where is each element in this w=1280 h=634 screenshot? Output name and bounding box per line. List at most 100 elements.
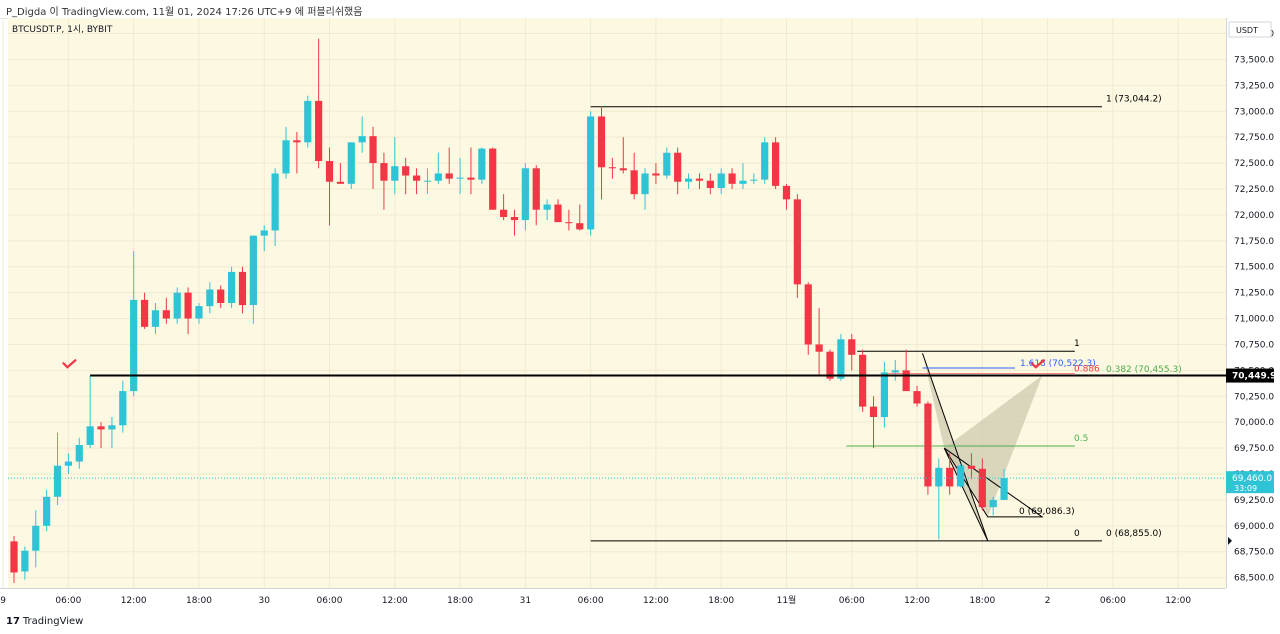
candle-body — [532, 168, 540, 210]
time-axis-bg — [0, 588, 1280, 612]
support-price-label: 70,449.9 — [1232, 372, 1276, 382]
time-tick-label: 31 — [520, 596, 531, 606]
price-tick-label: 72,500.0 — [1234, 159, 1274, 169]
candle-body — [162, 310, 170, 319]
time-tick-label: 2 — [1045, 596, 1051, 606]
candle-body — [228, 271, 236, 303]
candle-body — [140, 299, 149, 327]
candle-body — [260, 230, 268, 236]
candle-body — [53, 465, 62, 497]
pattern-line — [922, 353, 989, 542]
candle-body — [391, 166, 399, 181]
candle-body — [630, 170, 638, 195]
candle-body — [184, 292, 192, 319]
pattern-line — [943, 447, 989, 542]
candle-body — [750, 179, 758, 181]
current-price-tag[interactable] — [1226, 471, 1274, 494]
price-tick-label: 73,000.0 — [1234, 107, 1274, 117]
fib-label-0.382: 0.382 (70,455.3) — [1106, 365, 1182, 375]
candle-body — [815, 344, 823, 352]
symbol-label[interactable]: BTCUSDT.P, 1시, BYBIT — [12, 24, 113, 35]
candle-body — [510, 216, 519, 221]
price-tick-label: 71,000.0 — [1234, 315, 1274, 325]
time-tick-label: 12:00 — [643, 596, 669, 606]
time-tick-label: 11월 — [777, 594, 797, 606]
candle-body — [347, 142, 355, 184]
candle-body — [445, 173, 453, 179]
price-tick-label: 68,750.0 — [1234, 548, 1274, 558]
time-tick-label: 9 — [0, 596, 6, 606]
candle-body — [891, 370, 899, 373]
candle-body — [217, 289, 225, 303]
candle-body — [423, 180, 432, 182]
candle-body — [869, 406, 878, 417]
candle-body — [304, 100, 312, 143]
price-tick-label: 68,500.0 — [1234, 574, 1274, 584]
candle-body — [358, 136, 366, 143]
candle-body — [402, 166, 410, 176]
check-mark-icon — [62, 359, 77, 369]
candle-body — [315, 100, 323, 162]
candle-body — [717, 173, 725, 188]
candle-body — [576, 223, 584, 230]
candle-body — [565, 222, 573, 224]
candle-body — [43, 496, 51, 526]
candle-body — [695, 178, 704, 181]
candle-body — [151, 310, 160, 327]
support-price-tag[interactable] — [1226, 368, 1274, 383]
tradingview-logo-icon: 17 — [6, 616, 20, 627]
time-tick-label: 06:00 — [55, 596, 81, 606]
price-tick-label: 69,250.0 — [1234, 496, 1274, 506]
candle-body — [64, 461, 72, 466]
candle-body — [793, 199, 801, 285]
candle-body — [880, 372, 888, 417]
candle-body — [946, 467, 954, 487]
candlestick-chart[interactable]: 1 (73,044.2) 0 0 (68,855.0) 0.5 0.382 (70,45… — [0, 18, 1280, 612]
candle-body — [978, 468, 986, 508]
candle-body — [1000, 478, 1008, 500]
publish-caption: P_Digda 이 TradingView.com, 11월 01, 2024 … — [6, 7, 363, 18]
candle-body — [706, 180, 714, 188]
time-tick-label: 18:00 — [969, 596, 995, 606]
time-tick-label: 06:00 — [1100, 596, 1126, 606]
candle-body — [478, 148, 486, 180]
candle-body — [21, 550, 29, 572]
time-tick-label: 12:00 — [121, 596, 147, 606]
fib-retracement[interactable]: 1 (73,044.2) 0 0 (68,855.0) 0.5 0.382 (70,45… — [590, 95, 1182, 542]
candle-body — [587, 116, 595, 230]
candle-body — [935, 467, 943, 487]
time-axis[interactable]: 9 06:00 12:00 18:00 30 06:00 12:00 18:00 31 06:00… — [0, 588, 1280, 612]
candle-body — [119, 391, 127, 426]
currency-label[interactable]: USDT — [1236, 26, 1258, 35]
gridlines — [2, 18, 1226, 588]
candle-body — [500, 209, 508, 217]
price-tick-label: 70,000.0 — [1234, 418, 1274, 428]
candle-body — [739, 180, 747, 184]
candle-body — [489, 148, 497, 210]
candle-body — [989, 499, 997, 508]
candle-body — [412, 175, 421, 181]
fib2-label-1.618: 1.618 (70,522.3) — [1020, 359, 1096, 369]
time-tick-label: 06:00 — [317, 596, 343, 606]
price-tick-label: 69,750.0 — [1234, 444, 1274, 454]
time-tick-label: 18:00 — [447, 596, 473, 606]
publish-caption-bar: P_Digda 이 TradingView.com, 11월 01, 2024 … — [0, 0, 1280, 19]
price-tick-label: 72,750.0 — [1234, 133, 1274, 143]
price-marker-icon — [1228, 536, 1232, 545]
candle-body — [75, 444, 83, 462]
tradingview-brand: TradingView — [22, 616, 84, 627]
candle-body — [956, 465, 965, 487]
candle-body — [913, 391, 921, 404]
candle-body — [782, 185, 791, 200]
price-axis[interactable]: 73,750.073,500.073,250.073,000.072,750.0… — [1226, 18, 1280, 588]
currency-button[interactable]: USDT — [1228, 21, 1272, 38]
candle-body — [86, 426, 94, 445]
candle-body — [761, 142, 769, 180]
price-lines[interactable] — [8, 374, 1226, 479]
candle-body — [369, 136, 377, 164]
price-tick-label: 69,000.0 — [1234, 522, 1274, 532]
tradingview-logo[interactable]: 17 TradingView — [6, 616, 83, 627]
price-tick-label: 73,250.0 — [1234, 81, 1274, 91]
candle-body — [271, 173, 279, 231]
candle-body — [597, 116, 606, 168]
